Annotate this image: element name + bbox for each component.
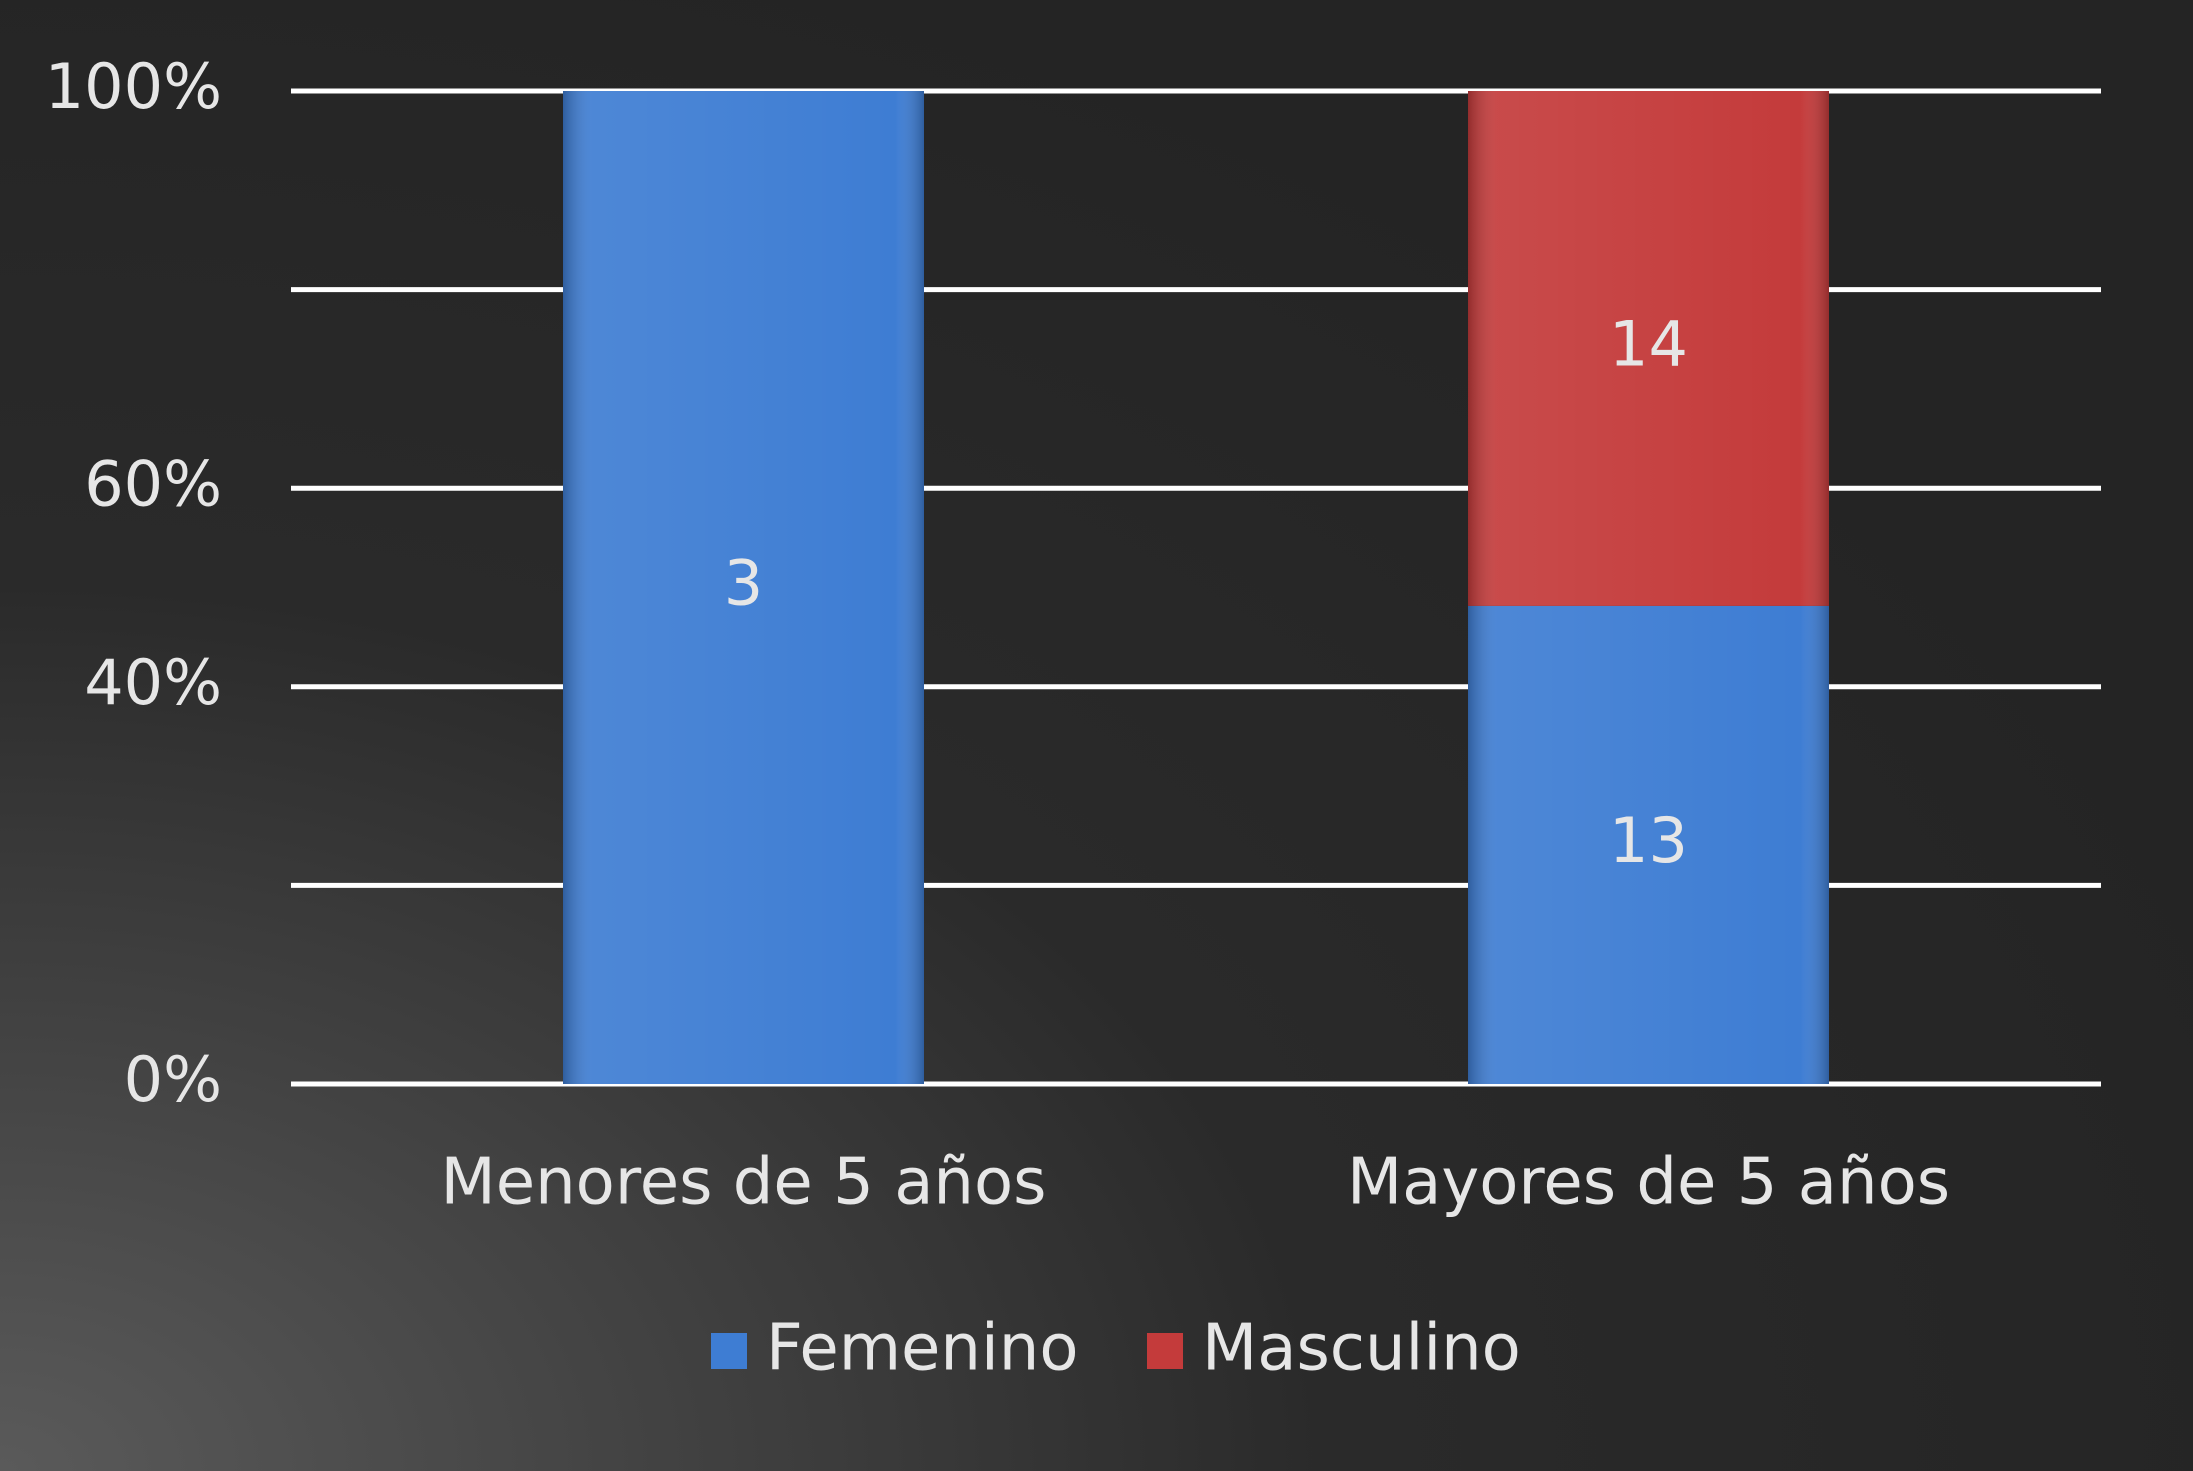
legend-label: Masculino [1202, 1312, 1521, 1386]
bar-shade [1468, 605, 1829, 1084]
legend-swatch [1147, 1333, 1183, 1369]
bar-shade [563, 91, 924, 1084]
data-label: 3 [724, 547, 763, 620]
legend-label: Femenino [766, 1312, 1078, 1386]
data-label: 14 [1609, 308, 1688, 381]
y-tick-label: 60% [84, 447, 222, 520]
y-tick-label: 0% [124, 1043, 222, 1116]
data-label: 13 [1609, 804, 1688, 877]
y-tick-label: 100% [45, 50, 222, 123]
x-tick-label: Mayores de 5 años [1347, 1146, 1950, 1220]
legend-swatch [711, 1333, 747, 1369]
x-tick-label: Menores de 5 años [441, 1146, 1047, 1220]
bar-shade [1468, 91, 1829, 606]
y-tick-label: 40% [84, 646, 222, 719]
